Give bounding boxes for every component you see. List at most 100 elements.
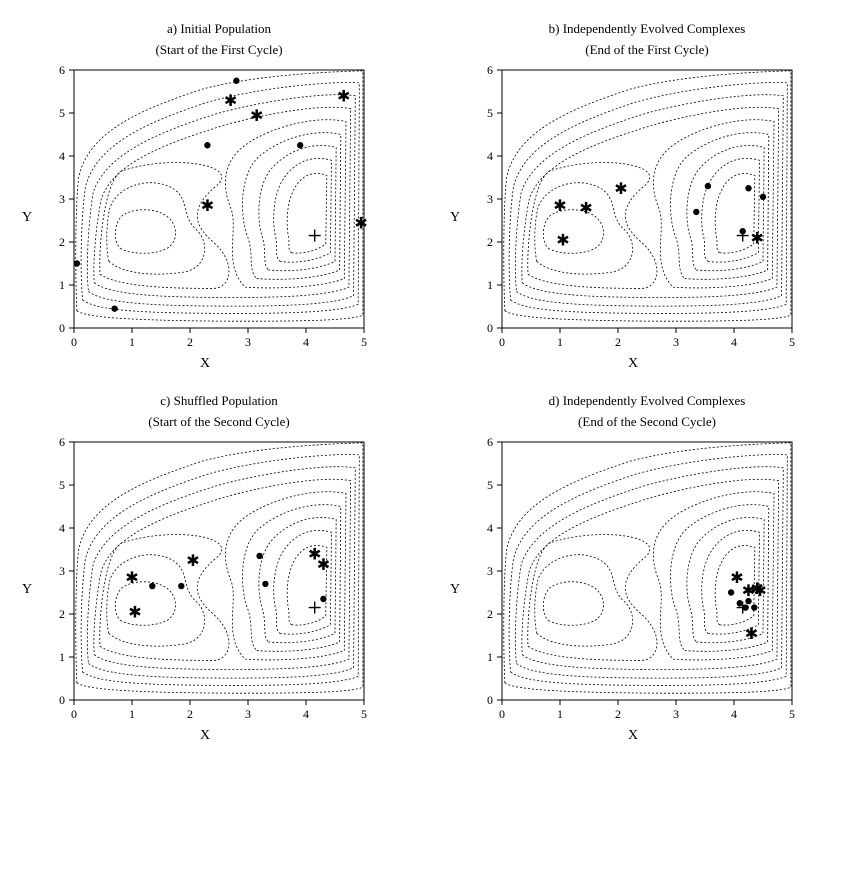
- x-tick-label: 5: [789, 335, 795, 349]
- contour-line: [687, 146, 764, 271]
- contour-line: [670, 133, 768, 280]
- y-tick-label: 0: [59, 321, 65, 335]
- dot-marker: [256, 553, 262, 559]
- x-tick-label: 3: [673, 335, 679, 349]
- contour-line: [76, 71, 363, 321]
- y-tick-label: 3: [487, 564, 493, 578]
- panel-title: d) Independently Evolved Complexes: [448, 392, 846, 410]
- panel-a: a) Initial Population(Start of the First…: [20, 20, 418, 372]
- x-tick-label: 5: [789, 707, 795, 721]
- dot-marker: [728, 590, 734, 596]
- panel-subtitle: (End of the Second Cycle): [448, 414, 846, 430]
- y-tick-label: 2: [487, 607, 493, 621]
- contour-line: [225, 492, 346, 660]
- y-tick-label: 6: [487, 64, 493, 77]
- contour-line: [543, 210, 603, 254]
- x-tick-label: 1: [557, 335, 563, 349]
- y-tick-label: 5: [487, 478, 493, 492]
- figure-grid: a) Initial Population(Start of the First…: [20, 20, 846, 744]
- y-tick-label: 3: [59, 564, 65, 578]
- dot-marker: [233, 78, 239, 84]
- star-marker: ✱: [750, 231, 763, 248]
- contour-plot: 0123450123456✱✱✱✱✱: [468, 436, 798, 726]
- x-tick-label: 0: [499, 707, 505, 721]
- x-tick-label: 1: [557, 707, 563, 721]
- y-axis-label: Y: [448, 582, 462, 598]
- x-tick-label: 1: [129, 335, 135, 349]
- dot-marker: [74, 260, 80, 266]
- x-tick-label: 0: [499, 335, 505, 349]
- dot-marker: [111, 306, 117, 312]
- star-marker: ✱: [553, 198, 566, 215]
- plot-frame: [74, 70, 364, 328]
- y-tick-label: 6: [59, 436, 65, 449]
- contour-line: [528, 535, 657, 661]
- x-tick-label: 3: [245, 707, 251, 721]
- y-tick-label: 0: [487, 321, 493, 335]
- panel-subtitle: (End of the First Cycle): [448, 42, 846, 58]
- panel-title: c) Shuffled Population: [20, 392, 418, 410]
- dot-marker: [740, 228, 746, 234]
- contour-line: [259, 146, 336, 271]
- x-axis-label: X: [200, 728, 210, 744]
- y-tick-label: 0: [59, 693, 65, 707]
- x-tick-label: 2: [187, 335, 193, 349]
- dot-marker: [204, 142, 210, 148]
- x-axis-label: X: [628, 356, 638, 372]
- dot-marker: [745, 185, 751, 191]
- x-tick-label: 4: [303, 335, 309, 349]
- x-tick-label: 2: [615, 335, 621, 349]
- y-tick-label: 1: [487, 650, 493, 664]
- star-marker: ✱: [317, 558, 330, 575]
- dot-marker: [262, 581, 268, 587]
- y-tick-label: 5: [487, 106, 493, 120]
- contour-line: [504, 443, 791, 693]
- star-marker: ✱: [354, 216, 367, 233]
- x-axis-label: X: [200, 356, 210, 372]
- y-tick-label: 4: [487, 149, 493, 163]
- y-tick-label: 2: [487, 235, 493, 249]
- contour-line: [115, 210, 175, 254]
- contour-line: [81, 83, 359, 314]
- x-tick-label: 2: [615, 707, 621, 721]
- star-marker: ✱: [614, 181, 627, 198]
- dot-marker: [693, 209, 699, 215]
- contour-line: [535, 555, 633, 646]
- y-axis-label: Y: [20, 210, 34, 226]
- panel-c: c) Shuffled Population (Start of the Seco…: [20, 392, 418, 744]
- x-tick-label: 2: [187, 707, 193, 721]
- star-marker: ✱: [579, 200, 592, 217]
- contour-line: [259, 518, 336, 643]
- contour-line: [653, 120, 774, 288]
- x-tick-label: 5: [361, 707, 367, 721]
- y-axis-label: Y: [20, 582, 34, 598]
- y-tick-label: 5: [59, 106, 65, 120]
- x-tick-label: 3: [245, 335, 251, 349]
- contour-plot: 0123450123456✱✱✱✱✱: [40, 436, 370, 726]
- star-marker: ✱: [186, 553, 199, 570]
- x-tick-label: 4: [731, 335, 737, 349]
- star-marker: ✱: [250, 108, 263, 125]
- panel-title: b) Independently Evolved Complexes: [448, 20, 846, 38]
- x-tick-label: 0: [71, 707, 77, 721]
- y-tick-label: 5: [59, 478, 65, 492]
- y-tick-label: 4: [59, 521, 65, 535]
- contour-line: [543, 582, 603, 626]
- y-axis-label: Y: [448, 210, 462, 226]
- star-marker: ✱: [337, 89, 350, 106]
- contour-line: [100, 535, 229, 661]
- contour-line: [509, 83, 787, 314]
- x-tick-label: 4: [731, 707, 737, 721]
- contour-line: [87, 95, 355, 306]
- contour-line: [509, 455, 787, 686]
- y-tick-label: 3: [487, 192, 493, 206]
- star-marker: ✱: [201, 198, 214, 215]
- star-marker: ✱: [125, 570, 138, 587]
- contour-line: [242, 505, 340, 652]
- panel-b: b) Independently Evolved Complexes (End o…: [448, 20, 846, 372]
- dot-marker: [705, 183, 711, 189]
- y-tick-label: 4: [59, 149, 65, 163]
- panel-subtitle: (Start of the Second Cycle): [20, 414, 418, 430]
- panel-title: a) Initial Population: [20, 20, 418, 38]
- x-tick-label: 1: [129, 707, 135, 721]
